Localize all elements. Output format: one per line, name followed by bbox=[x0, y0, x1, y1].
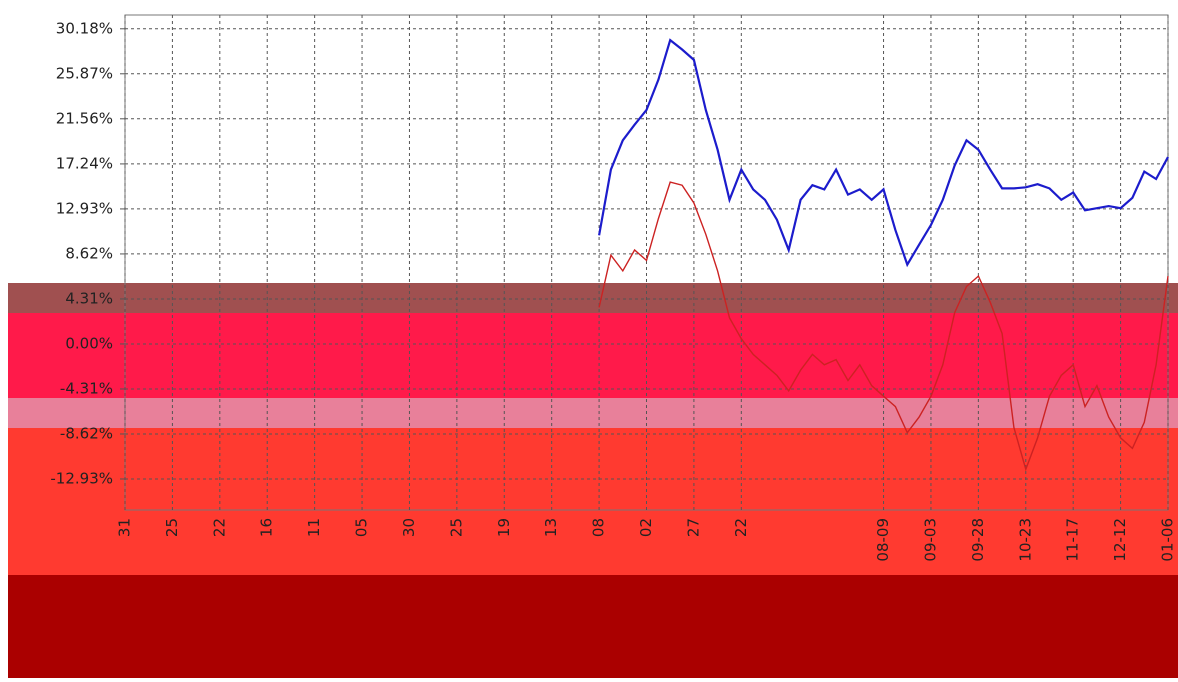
y-tick-label: 4.31% bbox=[65, 289, 113, 307]
x-tick-label: 22 bbox=[210, 518, 228, 537]
x-tick-label: 22 bbox=[732, 518, 750, 537]
y-tick-label: 30.18% bbox=[56, 19, 113, 37]
x-tick-label: 01-06 bbox=[1159, 518, 1177, 562]
glitch-band bbox=[8, 283, 1178, 313]
x-tick-label: 27 bbox=[684, 518, 702, 537]
glitch-band bbox=[8, 428, 1178, 575]
x-tick-label: 11-17 bbox=[1064, 518, 1082, 562]
x-tick-label: 09-03 bbox=[921, 518, 939, 562]
x-tick-label: 25 bbox=[163, 518, 181, 537]
x-tick-label: 25 bbox=[447, 518, 465, 537]
x-tick-label: 16 bbox=[258, 518, 276, 537]
x-tick-label: 12-12 bbox=[1111, 518, 1129, 562]
x-tick-label: 08-09 bbox=[874, 518, 892, 562]
y-tick-label: -8.62% bbox=[60, 424, 113, 442]
chart: 30.18% 25.87% 21.56% 17.24% 12.93% 8.62% 4.31%… bbox=[0, 0, 1178, 678]
glitch-band bbox=[8, 398, 1178, 428]
x-tick-label: 13 bbox=[542, 518, 560, 537]
y-tick-label: -12.93% bbox=[50, 469, 113, 487]
x-tick-label: 10-23 bbox=[1016, 518, 1034, 562]
x-tick-label: 31 bbox=[116, 518, 134, 537]
y-tick-label: 21.56% bbox=[56, 109, 113, 127]
x-tick-label: 30 bbox=[400, 518, 418, 537]
y-tick-label: -4.31% bbox=[60, 379, 113, 397]
x-tick-label: 08 bbox=[590, 518, 608, 537]
y-tick-label: 17.24% bbox=[56, 154, 113, 172]
y-tick-label: 25.87% bbox=[56, 64, 113, 82]
page: {"chart_data": { "type": "line", "catego… bbox=[0, 0, 1178, 678]
x-tick-label: 05 bbox=[353, 518, 371, 537]
x-tick-label: 19 bbox=[495, 518, 513, 537]
x-tick-label: 11 bbox=[305, 518, 323, 537]
y-tick-label: 8.62% bbox=[65, 244, 113, 262]
x-tick-label: 02 bbox=[637, 518, 655, 537]
x-tick-label: 09-28 bbox=[969, 518, 987, 562]
glitch-band bbox=[8, 575, 1178, 678]
y-tick-label: 12.93% bbox=[56, 199, 113, 217]
y-tick-label: 0.00% bbox=[65, 334, 113, 352]
glitch-band bbox=[8, 313, 1178, 398]
